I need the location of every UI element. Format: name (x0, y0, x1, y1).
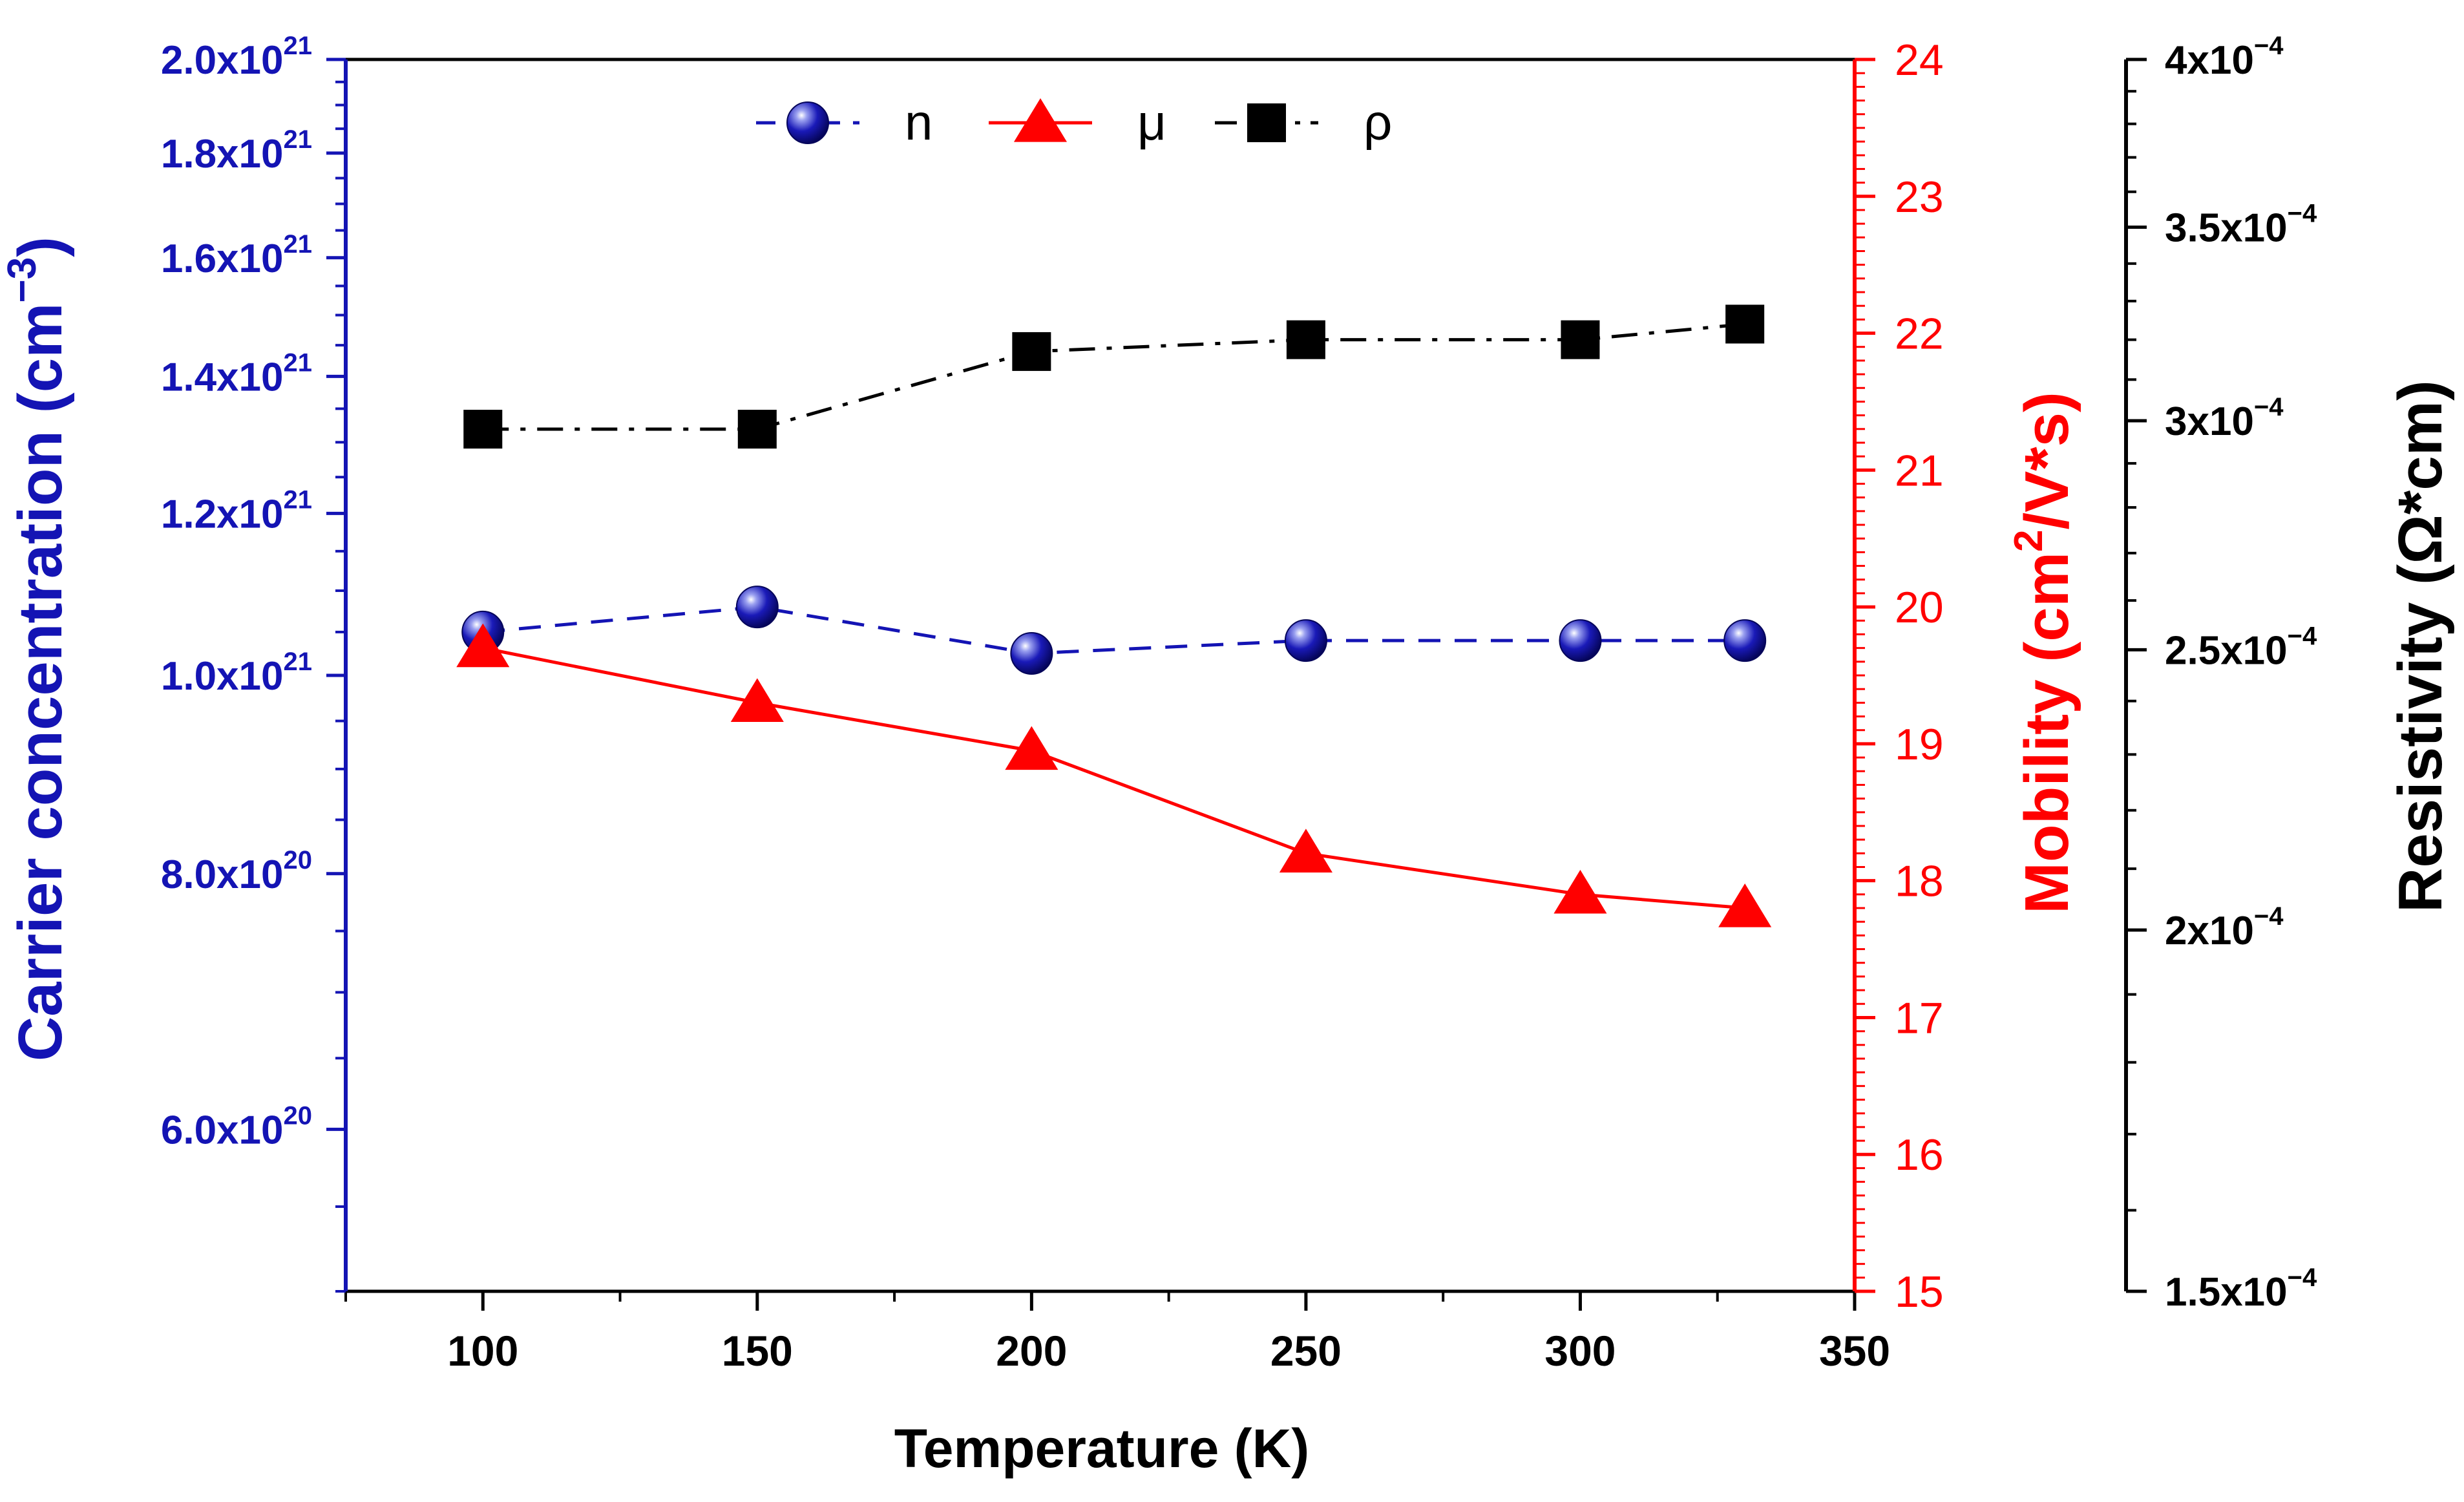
series-line-rho (483, 322, 1745, 431)
data-point-n (1284, 619, 1327, 662)
series-line-n (483, 605, 1745, 655)
right-axis-label-main: Mobility (cm (2012, 552, 2081, 914)
data-point-mu (730, 678, 784, 722)
x-axis-label: Temperature (K) (894, 1418, 1310, 1479)
left-axis-label-main: Carrier concentration (cm (6, 303, 75, 1062)
legend-marker (786, 101, 829, 144)
legend-item-mu: μ (989, 94, 1166, 151)
x-tick-label: 150 (722, 1327, 793, 1375)
right-tick-label: 23 (1895, 173, 1944, 222)
right-tick-label: 18 (1895, 857, 1944, 906)
left-axis: 2.0x1021 1.8x1021 1.6x1021 1.4x1021 1.2x1021… (161, 32, 348, 1293)
right-tick-label: 19 (1895, 720, 1944, 769)
data-point-rho (737, 410, 777, 449)
right-axis-label: Mobility (cm2/V*s) (2006, 392, 2081, 914)
right-tick-label: 15 (1895, 1267, 1944, 1317)
left-tick-label: 1.2x1021 (161, 485, 312, 536)
series-mu (456, 623, 1772, 927)
data-point-mu (1718, 883, 1772, 927)
resistivity-axis-label: Resistivity (Ω*cm) (2386, 380, 2455, 913)
x-tick-label: 100 (447, 1327, 518, 1375)
x-tick-label: 250 (1270, 1327, 1342, 1375)
series-line-mu (482, 646, 1745, 910)
left-tick-label: 1.6x1021 (161, 230, 312, 281)
resistivity-tick-label: 2.5x10−4 (2165, 622, 2317, 673)
series-rho (463, 304, 1765, 449)
x-tick-label: 200 (996, 1327, 1067, 1375)
right-axis: 15 16 17 18 19 20 21 22 23 24 (1853, 36, 1944, 1317)
right-tick-label: 22 (1895, 310, 1944, 359)
resistivity-tick-label: 1.5x10−4 (2165, 1264, 2317, 1315)
left-tick-label: 1.0x1021 (161, 648, 312, 699)
data-point-rho (1725, 304, 1765, 344)
left-tick-label: 6.0x1020 (161, 1101, 312, 1152)
right-tick-label: 21 (1895, 446, 1944, 495)
right-tick-label: 24 (1895, 36, 1944, 85)
plot-frame (346, 58, 1855, 1293)
legend-label: n (905, 94, 932, 151)
left-tick-label: 1.4x1021 (161, 348, 312, 399)
legend-label: μ (1137, 94, 1166, 151)
legend-item-n: n (756, 94, 932, 151)
data-point-mu (1005, 726, 1058, 770)
resistivity-tick-label: 4x10−4 (2165, 32, 2284, 83)
left-axis-label-sup: −3 (0, 257, 45, 303)
left-tick-label: 2.0x1021 (161, 32, 312, 83)
right-tick-label: 20 (1895, 583, 1944, 632)
resistivity-tick-label: 3.5x10−4 (2165, 199, 2317, 250)
legend-marker (1247, 103, 1286, 142)
data-point-mu (456, 623, 510, 668)
series-n (461, 586, 1767, 675)
right-tick-label: 17 (1895, 993, 1944, 1042)
data-point-rho (1286, 320, 1325, 359)
resistivity-axis: 4x10−4 3.5x10−4 3x10−4 2.5x10−4 2x10−4 1.5x10… (2124, 32, 2317, 1315)
resistivity-tick-label: 2x10−4 (2165, 902, 2284, 953)
series-group (456, 304, 1772, 927)
data-point-rho (463, 410, 503, 449)
left-tick-label: 8.0x1020 (161, 846, 312, 897)
x-tick-label: 350 (1819, 1327, 1890, 1375)
data-point-n (1559, 619, 1602, 662)
data-point-n (1723, 619, 1767, 662)
legend-marker (1013, 98, 1068, 142)
right-axis-label-end: /V*s) (2012, 392, 2081, 529)
data-point-rho (1012, 332, 1051, 371)
x-axis: 100 150 200 250 300 350 (344, 1291, 1890, 1375)
data-point-n (1010, 632, 1053, 675)
left-tick-label: 1.8x1021 (161, 125, 312, 176)
left-axis-label-end: ) (6, 237, 75, 257)
data-point-n (735, 586, 779, 629)
legend-label: ρ (1364, 94, 1392, 151)
legend-item-rho: ρ (1215, 94, 1392, 151)
data-point-rho (1561, 320, 1600, 359)
data-point-mu (1279, 829, 1332, 873)
left-axis-label: Carrier concentration (cm−3) (0, 237, 75, 1061)
data-point-mu (1553, 869, 1607, 914)
right-tick-label: 16 (1895, 1130, 1944, 1179)
right-axis-label-sup: 2 (2006, 529, 2051, 551)
x-tick-label: 300 (1544, 1327, 1616, 1375)
resistivity-tick-label: 3x10−4 (2165, 393, 2284, 444)
